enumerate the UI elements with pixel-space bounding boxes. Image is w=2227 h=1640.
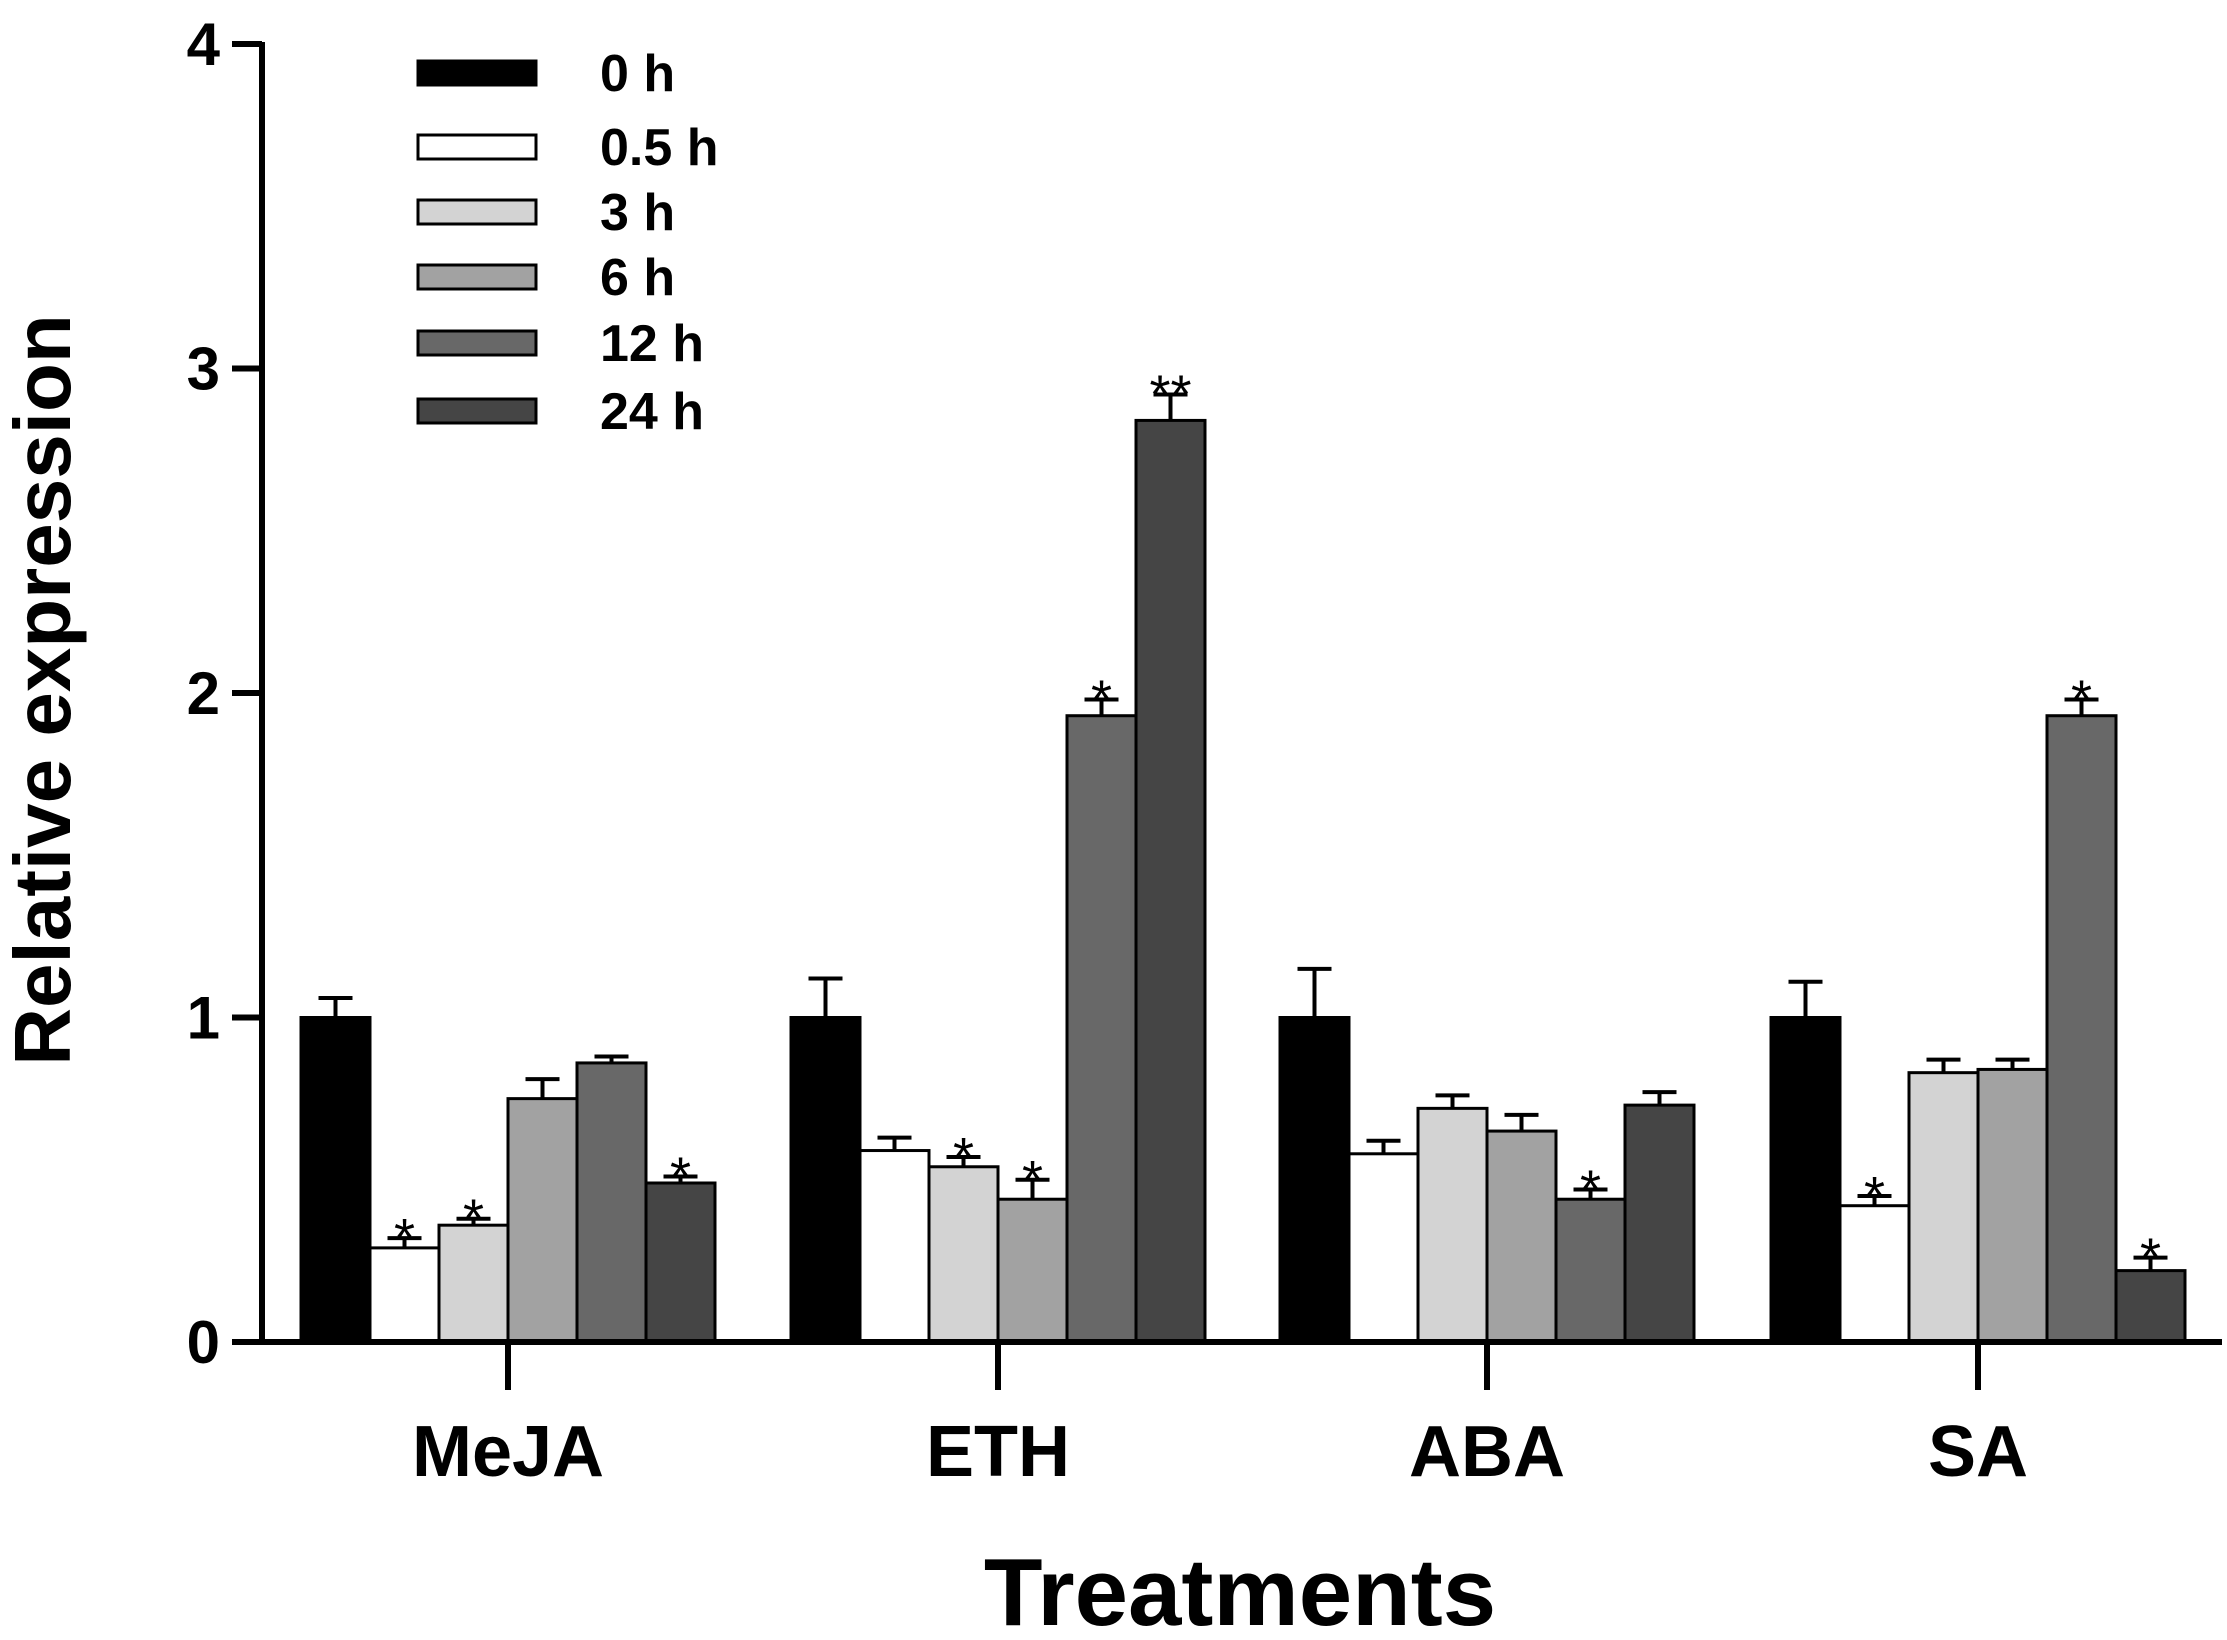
y-tick-label: 2 <box>187 660 220 727</box>
bar-aba-0h <box>1278 1016 1351 1344</box>
significance-mark: * <box>1580 1159 1601 1219</box>
significance-mark: * <box>1091 669 1112 729</box>
bar-sa-3h <box>1907 1071 1980 1344</box>
x-category-label-aba: ABA <box>1409 1412 1565 1492</box>
bar-aba-6h <box>1485 1129 1558 1344</box>
significance-mark: * <box>1864 1166 1885 1226</box>
legend: 0 h 0.5 h 3 h 6 h 12 h 24 h <box>416 45 719 441</box>
x-category-label-eth: ETH <box>926 1412 1070 1492</box>
legend-swatch <box>416 397 538 425</box>
y-tick-label: 4 <box>187 11 221 78</box>
bar-sa-0h <box>1769 1016 1842 1344</box>
error-bars-layer <box>318 392 2168 1271</box>
y-tick-label: 0 <box>187 1309 220 1376</box>
bar-meja-6h <box>506 1097 579 1344</box>
significance-mark: * <box>953 1127 974 1187</box>
y-tick-label: 1 <box>187 985 220 1052</box>
legend-label: 24 h <box>600 383 704 441</box>
significance-mark: * <box>1022 1150 1043 1210</box>
significance-mark: * <box>670 1147 691 1207</box>
bar-meja-0_5h <box>368 1246 441 1344</box>
bar-aba-0_5h <box>1347 1152 1420 1344</box>
bar-eth-6h <box>996 1197 1069 1344</box>
significance-mark: ** <box>1149 364 1191 424</box>
bar-sa-12h <box>2045 714 2118 1344</box>
bars-layer <box>299 418 2187 1344</box>
axes-layer: 0 1 2 3 4 MeJA ETH ABA SA <box>187 11 2222 1492</box>
legend-swatch <box>416 263 538 291</box>
x-axis-label: Treatments <box>984 1539 1496 1640</box>
bar-aba-12h <box>1554 1197 1627 1344</box>
bar-meja-0h <box>299 1016 372 1344</box>
legend-swatch <box>416 329 538 357</box>
bar-eth-0h <box>789 1016 862 1344</box>
bar-eth-12h <box>1065 714 1138 1344</box>
bar-sa-6h <box>1976 1067 2049 1344</box>
bar-eth-0_5h <box>858 1149 931 1344</box>
bar-meja-24h <box>644 1181 717 1344</box>
legend-label: 0.5 h <box>600 119 719 177</box>
x-category-label-sa: SA <box>1928 1412 2028 1492</box>
y-tick-label: 3 <box>187 336 220 403</box>
significance-mark: * <box>2140 1228 2161 1288</box>
x-category-label-meja: MeJA <box>412 1412 604 1492</box>
legend-label: 3 h <box>600 184 675 242</box>
legend-label: 0 h <box>600 45 675 103</box>
bar-aba-24h <box>1623 1103 1696 1344</box>
legend-swatch <box>416 198 538 226</box>
bar-eth-24h <box>1134 418 1207 1344</box>
legend-swatch <box>416 59 538 87</box>
bar-aba-3h <box>1416 1106 1489 1344</box>
bar-sa-0_5h <box>1838 1204 1911 1344</box>
significance-layer: * ** * ***** *** <box>394 364 2161 1287</box>
bar-meja-12h <box>575 1061 648 1344</box>
significance-mark: * <box>463 1189 484 1249</box>
legend-label: 6 h <box>600 249 675 307</box>
significance-mark: * <box>2071 669 2092 729</box>
bar-eth-3h <box>927 1165 1000 1344</box>
y-axis-label: Relative expression <box>0 314 87 1065</box>
significance-mark: * <box>394 1208 415 1268</box>
legend-label: 12 h <box>600 315 704 373</box>
legend-swatch <box>416 133 538 161</box>
